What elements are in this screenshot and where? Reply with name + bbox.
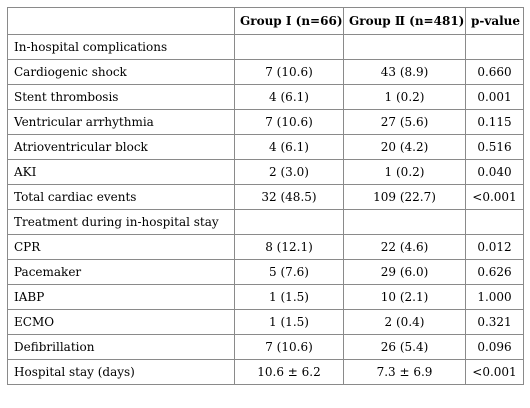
group-1-value: 7 (10.6)	[234, 334, 344, 360]
row-label: Total cardiac events	[7, 184, 235, 210]
p-value: <0.001	[465, 359, 524, 385]
row-label: IABP	[7, 284, 235, 310]
group-1-value: 7 (10.6)	[234, 59, 344, 85]
p-value: 0.012	[465, 234, 524, 260]
group-2-value	[343, 209, 466, 235]
p-value: 0.626	[465, 259, 524, 285]
table-row: In-hospital complications	[7, 34, 524, 60]
p-value	[465, 209, 524, 235]
row-label: Cardiogenic shock	[7, 59, 235, 85]
table-row: IABP 1 (1.5) 10 (2.1) 1.000	[7, 284, 524, 310]
table-row: Stent thrombosis 4 (6.1) 1 (0.2) 0.001	[7, 84, 524, 110]
group-2-value: 26 (5.4)	[343, 334, 466, 360]
group-2-value: 29 (6.0)	[343, 259, 466, 285]
row-label: CPR	[7, 234, 235, 260]
group-2-value: 7.3 ± 6.9	[343, 359, 466, 385]
group-1-value: 4 (6.1)	[234, 134, 344, 160]
p-value: 0.321	[465, 309, 524, 335]
row-label: In-hospital complications	[7, 34, 235, 60]
table-row: Defibrillation 7 (10.6) 26 (5.4) 0.096	[7, 334, 524, 360]
group-2-value: 109 (22.7)	[343, 184, 466, 210]
group-1-value	[234, 34, 344, 60]
p-value: 0.040	[465, 159, 524, 185]
group-2-value: 22 (4.6)	[343, 234, 466, 260]
row-label: Stent thrombosis	[7, 84, 235, 110]
group-2-value: 27 (5.6)	[343, 109, 466, 135]
group-1-value: 1 (1.5)	[234, 309, 344, 335]
table-row: Total cardiac events 32 (48.5) 109 (22.7…	[7, 184, 524, 210]
p-value: 0.516	[465, 134, 524, 160]
group-2-value: 43 (8.9)	[343, 59, 466, 85]
table-row: Pacemaker 5 (7.6) 29 (6.0) 0.626	[7, 259, 524, 285]
group-1-value: 2 (3.0)	[234, 159, 344, 185]
group-2-value: 10 (2.1)	[343, 284, 466, 310]
p-value: 0.660	[465, 59, 524, 85]
header-cell-group-2: Group Ⅱ (n=481)	[343, 7, 466, 35]
row-label: Atrioventricular block	[7, 134, 235, 160]
table-row: CPR 8 (12.1) 22 (4.6) 0.012	[7, 234, 524, 260]
group-1-value: 7 (10.6)	[234, 109, 344, 135]
group-1-value: 1 (1.5)	[234, 284, 344, 310]
p-value	[465, 34, 524, 60]
p-value: 0.096	[465, 334, 524, 360]
row-label: Hospital stay (days)	[7, 359, 235, 385]
p-value: 0.001	[465, 84, 524, 110]
group-1-value: 4 (6.1)	[234, 84, 344, 110]
group-1-value: 32 (48.5)	[234, 184, 344, 210]
row-label: Treatment during in-hospital stay	[7, 209, 235, 235]
table-row: Atrioventricular block 4 (6.1) 20 (4.2) …	[7, 134, 524, 160]
results-table-container: Group Ⅰ (n=66) Group Ⅱ (n=481) p-value I…	[7, 7, 524, 385]
table-row: Ventricular arrhythmia 7 (10.6) 27 (5.6)…	[7, 109, 524, 135]
p-value: 1.000	[465, 284, 524, 310]
group-1-value	[234, 209, 344, 235]
row-label: Pacemaker	[7, 259, 235, 285]
table-row: ECMO 1 (1.5) 2 (0.4) 0.321	[7, 309, 524, 335]
table-row: AKI 2 (3.0) 1 (0.2) 0.040	[7, 159, 524, 185]
row-label: Ventricular arrhythmia	[7, 109, 235, 135]
group-1-value: 10.6 ± 6.2	[234, 359, 344, 385]
p-value: <0.001	[465, 184, 524, 210]
p-value: 0.115	[465, 109, 524, 135]
row-label: AKI	[7, 159, 235, 185]
header-cell-variable	[7, 7, 235, 35]
row-label: ECMO	[7, 309, 235, 335]
group-1-value: 8 (12.1)	[234, 234, 344, 260]
header-cell-p-value: p-value	[465, 7, 524, 35]
group-2-value: 1 (0.2)	[343, 159, 466, 185]
group-2-value: 2 (0.4)	[343, 309, 466, 335]
group-2-value: 1 (0.2)	[343, 84, 466, 110]
table-header-row: Group Ⅰ (n=66) Group Ⅱ (n=481) p-value	[7, 7, 524, 35]
header-cell-group-1: Group Ⅰ (n=66)	[234, 7, 344, 35]
table-row: Cardiogenic shock 7 (10.6) 43 (8.9) 0.66…	[7, 59, 524, 85]
group-2-value	[343, 34, 466, 60]
group-1-value: 5 (7.6)	[234, 259, 344, 285]
group-2-value: 20 (4.2)	[343, 134, 466, 160]
results-table: Group Ⅰ (n=66) Group Ⅱ (n=481) p-value I…	[7, 7, 524, 385]
row-label: Defibrillation	[7, 334, 235, 360]
table-row: Hospital stay (days) 10.6 ± 6.2 7.3 ± 6.…	[7, 359, 524, 385]
table-row: Treatment during in-hospital stay	[7, 209, 524, 235]
